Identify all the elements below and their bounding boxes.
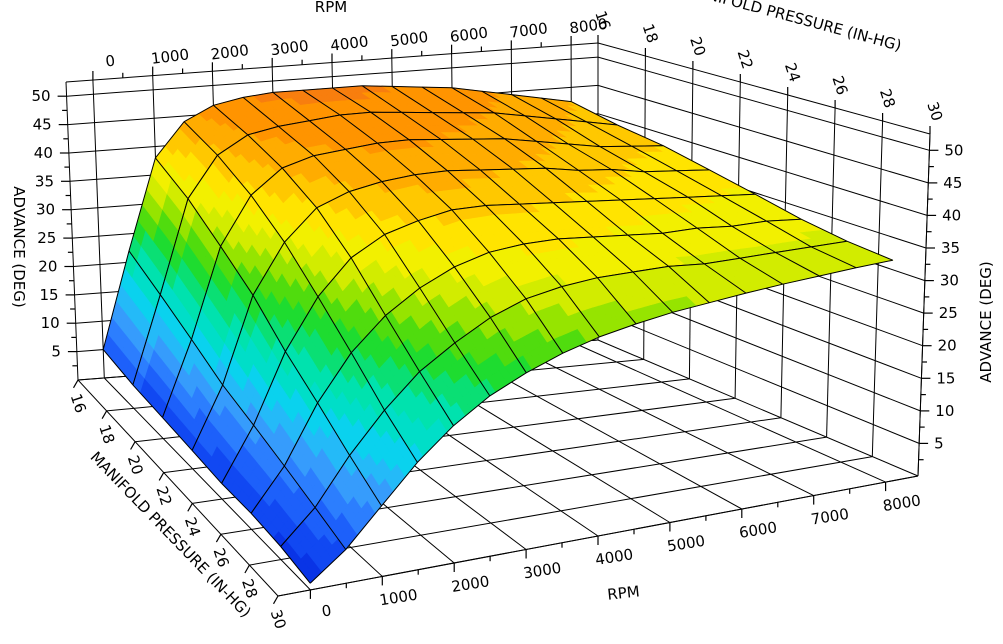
rpm-tick-label-bottom: 3000 bbox=[522, 559, 563, 583]
rpm-tick-label-top: 0 bbox=[104, 52, 116, 71]
advance-tick-label-left: 45 bbox=[33, 116, 52, 134]
advance-tick-label-right: 10 bbox=[935, 402, 954, 420]
rpm-tick-label-top: 6000 bbox=[449, 23, 489, 46]
advance-tick-label-left: 5 bbox=[51, 343, 61, 361]
map-tick-label-top: 18 bbox=[639, 22, 662, 46]
advance-axis-title-left: ADVANCE (DEG) bbox=[10, 186, 28, 307]
advance-tick-label-left: 15 bbox=[40, 286, 59, 304]
advance-tick-label-right: 45 bbox=[943, 174, 962, 192]
map-tick-label-top: 30 bbox=[923, 100, 946, 124]
map-tick-label-bottom: 18 bbox=[95, 422, 118, 446]
advance-tick-label-left: 20 bbox=[38, 258, 57, 276]
map-tick-label-top: 28 bbox=[876, 87, 899, 111]
map-tick-label-top: 24 bbox=[781, 61, 804, 85]
rpm-tick-label-top: 5000 bbox=[389, 28, 429, 51]
advance-axis-title-right: ADVANCE (DEG) bbox=[977, 261, 995, 382]
advance-tick-label-right: 20 bbox=[938, 337, 957, 355]
rpm-tick-label-bottom: 5000 bbox=[666, 532, 707, 556]
map-tick-label-top: 26 bbox=[828, 74, 851, 98]
map-tick-label-bottom: 22 bbox=[152, 484, 175, 508]
advance-tick-label-left: 10 bbox=[41, 314, 60, 332]
map-tick-label-bottom: 30 bbox=[267, 607, 290, 631]
rpm-tick-label-bottom: 1000 bbox=[378, 586, 419, 610]
advance-tick-label-right: 5 bbox=[934, 434, 944, 452]
rpm-tick-label-top: 3000 bbox=[270, 37, 310, 60]
advance-surface bbox=[102, 85, 894, 584]
rpm-tick-label-bottom: 0 bbox=[320, 601, 332, 620]
map-tick-label-bottom: 26 bbox=[210, 546, 233, 570]
advance-tick-label-right: 35 bbox=[941, 239, 960, 257]
advance-tick-label-right: 15 bbox=[936, 369, 955, 387]
map-tick-label-bottom: 28 bbox=[238, 577, 261, 601]
map-tick-label-bottom: 24 bbox=[181, 515, 204, 539]
advance-tick-label-right: 50 bbox=[944, 141, 963, 159]
rpm-tick-label-top: 2000 bbox=[210, 41, 250, 64]
map-tick-label-top: 22 bbox=[734, 48, 757, 72]
map-tick-label-bottom: 16 bbox=[67, 391, 90, 415]
rpm-tick-label-top: 1000 bbox=[150, 45, 190, 68]
advance-tick-label-right: 25 bbox=[939, 304, 958, 322]
advance-tick-label-right: 30 bbox=[940, 272, 959, 290]
map-tick-label-top: 20 bbox=[686, 35, 709, 59]
rpm-axis-title-bottom: RPM bbox=[606, 582, 640, 603]
advance-tick-label-left: 35 bbox=[35, 172, 54, 190]
map-axis-title-top: MANIFOLD PRESSURE (IN-HG) bbox=[683, 0, 903, 55]
advance-tick-label-left: 25 bbox=[37, 229, 56, 247]
rpm-tick-label-top: 8000 bbox=[568, 15, 608, 38]
map-tick-label-bottom: 20 bbox=[124, 453, 147, 477]
rpm-tick-label-top: 4000 bbox=[329, 32, 369, 55]
advance-tick-label-right: 40 bbox=[942, 206, 961, 224]
advance-tick-label-left: 50 bbox=[32, 87, 51, 105]
rpm-tick-label-bottom: 6000 bbox=[738, 518, 779, 542]
rpm-tick-label-top: 7000 bbox=[509, 19, 549, 42]
rpm-tick-label-bottom: 4000 bbox=[594, 545, 635, 569]
map-tick-label-top: 16 bbox=[591, 9, 614, 33]
rpm-tick-label-bottom: 2000 bbox=[450, 572, 491, 596]
rpm-axis-title-top: RPM bbox=[315, 0, 347, 16]
advance-tick-label-left: 40 bbox=[34, 144, 53, 162]
rpm-tick-label-bottom: 8000 bbox=[882, 491, 923, 515]
advance-tick-label-left: 30 bbox=[36, 201, 55, 219]
rpm-tick-label-bottom: 7000 bbox=[810, 505, 851, 529]
